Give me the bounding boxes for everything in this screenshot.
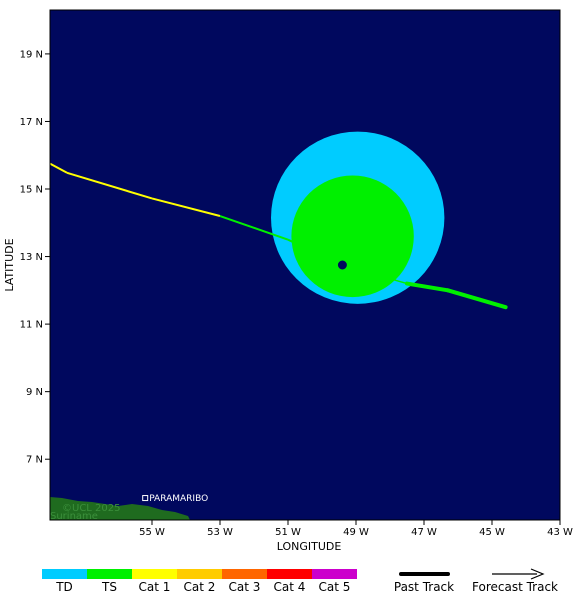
legend-swatch: [87, 569, 132, 579]
legend: TD TS Cat 1 Cat 2 Cat 3 Cat 4 Cat 5: [42, 569, 357, 594]
past-track-segment: [66, 171, 153, 200]
storm-center-marker: [337, 260, 347, 270]
legend-label: Cat 5: [319, 580, 351, 594]
legend-swatch: [177, 569, 222, 579]
past-track-segment: [151, 197, 221, 217]
track-layer: [49, 162, 508, 310]
past-track-segment: [287, 238, 343, 266]
city-label: PARAMARIBO: [149, 494, 208, 504]
y-tick-label: 11 N: [20, 320, 43, 331]
legend-swatch: [222, 569, 267, 579]
x-tick-label: 53 W: [207, 527, 233, 538]
x-tick-label: 55 W: [139, 527, 165, 538]
x-axis: 55 W 53 W 51 W 49 W 47 W 45 W 43 W: [139, 520, 573, 538]
legend-label: Cat 1: [139, 580, 171, 594]
legend-swatch: [132, 569, 177, 579]
ts-wind-field: [291, 175, 414, 298]
legend-label: Cat 4: [274, 580, 306, 594]
legend-label: TS: [101, 580, 117, 594]
y-axis-title: LATITUDE: [3, 238, 16, 291]
y-tick-label: 19 N: [20, 49, 43, 60]
legend-label: Cat 3: [229, 580, 261, 594]
past-track-segment: [219, 215, 289, 241]
country-label: Suriname: [50, 511, 98, 522]
forecast-track-segment: [341, 264, 408, 285]
legend-swatch: [267, 569, 312, 579]
x-tick-label: 51 W: [275, 527, 301, 538]
y-tick-label: 17 N: [20, 117, 43, 128]
x-tick-label: 43 W: [547, 527, 573, 538]
y-axis: 19 N 17 N 15 N 13 N 11 N 9 N 7 N: [20, 49, 50, 466]
forecast-track-segment: [405, 281, 450, 293]
forecast-track-legend-arrowhead: [530, 568, 545, 580]
land-layer: [50, 497, 190, 520]
x-tick-label: 45 W: [479, 527, 505, 538]
wind-fields: [271, 131, 445, 304]
watermark: ©UCL 2025: [62, 503, 121, 514]
legend-label: Cat 2: [184, 580, 216, 594]
y-tick-label: 9 N: [26, 387, 43, 398]
y-tick-label: 13 N: [20, 252, 43, 263]
legend-label: TD: [55, 580, 73, 594]
city-marker: [142, 495, 149, 502]
past-track-segment: [49, 162, 68, 174]
y-tick-label: 15 N: [20, 185, 43, 196]
x-tick-label: 47 W: [411, 527, 437, 538]
forecast-track-legend-label: Forecast Track: [472, 580, 558, 594]
legend-swatch: [312, 569, 357, 579]
x-axis-title: LONGITUDE: [277, 540, 342, 553]
map-labels: ©UCL 2025 Suriname PARAMARIBO: [50, 494, 208, 522]
past-track-legend-label: Past Track: [394, 580, 454, 594]
south-america-coastline: [50, 497, 190, 520]
legend-swatch: [42, 569, 87, 579]
map-frame: [49, 9, 561, 521]
x-tick-label: 49 W: [343, 527, 369, 538]
y-tick-label: 7 N: [26, 455, 43, 466]
forecast-track-segment: [445, 288, 508, 310]
